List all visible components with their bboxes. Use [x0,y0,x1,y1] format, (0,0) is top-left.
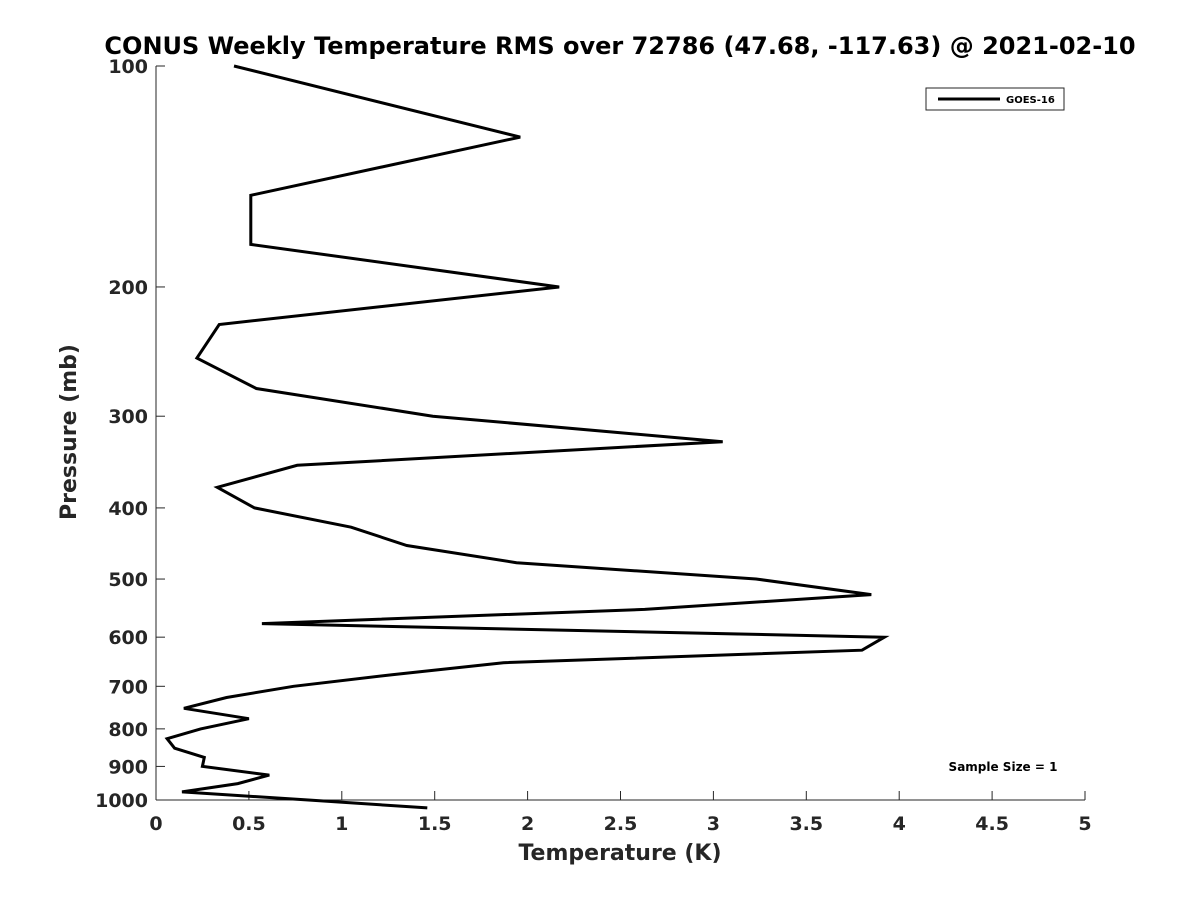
x-tick-label: 3.5 [789,813,823,835]
y-tick-label: 700 [108,676,148,698]
chart-title: CONUS Weekly Temperature RMS over 72786 … [104,32,1135,60]
x-tick-label: 0.5 [232,813,266,835]
legend-label: GOES-16 [1006,95,1055,106]
y-tick-label: 800 [108,719,148,741]
legend: GOES-16 [925,87,1065,111]
y-tick-label: 300 [108,406,148,428]
y-tick-label: 900 [108,756,148,778]
y-tick-label: 200 [108,277,148,299]
sample-size-annotation: Sample Size = 1 [949,760,1058,774]
x-tick-label: 1.5 [418,813,452,835]
y-tick-label: 1000 [95,790,148,812]
x-tick-label: 0 [149,813,162,835]
x-tick-label: 2 [521,813,534,835]
y-tick-label: 400 [108,498,148,520]
x-tick-label: 5 [1078,813,1091,835]
x-tick-label: 4.5 [975,813,1009,835]
y-tick-label: 500 [108,569,148,591]
y-axis-label: Pressure (mb) [57,344,82,520]
x-tick-label: 2.5 [604,813,638,835]
tick-labels: 0 0.5 1 1.5 2 2.5 3 3.5 4 4.5 5 100 200 300 400 500 600 7… [95,56,1092,835]
y-tick-label: 600 [108,627,148,649]
y-tick-label: 100 [108,56,148,78]
x-axis-label: Temperature (K) [518,841,721,866]
x-tick-label: 3 [707,813,720,835]
x-tick-label: 4 [893,813,906,835]
series-line-goes-16 [164,64,890,810]
x-tick-label: 1 [335,813,348,835]
series-layer [164,64,890,810]
